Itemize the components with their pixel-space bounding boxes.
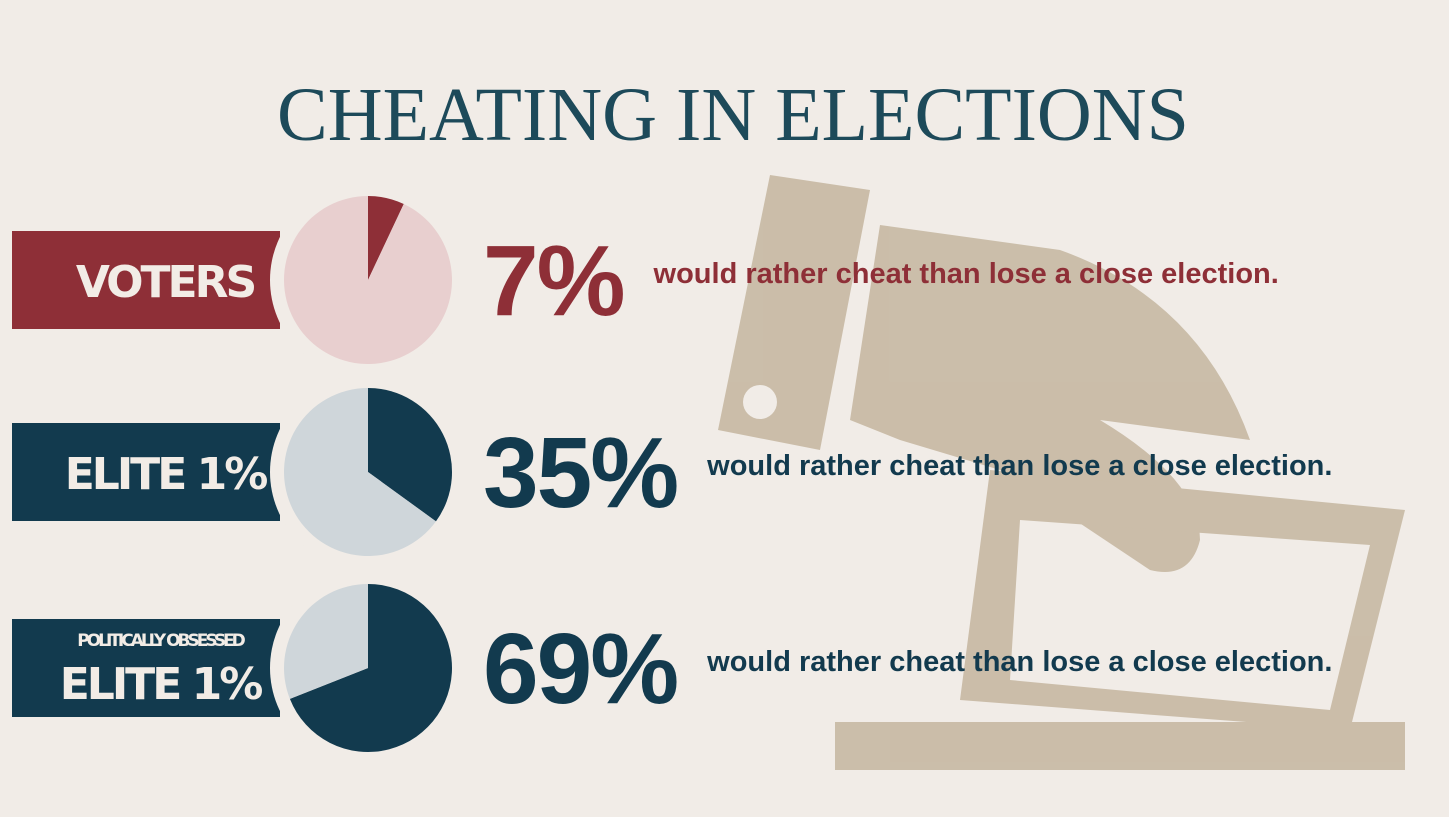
pie-slice: [368, 196, 404, 280]
caption: would rather cheat than lose a close ele…: [706, 646, 1332, 678]
value-label: 69%: [483, 613, 677, 725]
label-band: [12, 423, 280, 521]
band-sublabel: POLITICALLY OBSESSED: [77, 631, 245, 651]
band-label: VOTERS: [76, 257, 255, 308]
title: CHEATING IN ELECTIONS: [277, 73, 1189, 157]
caption: would rather cheat than lose a close ele…: [706, 450, 1332, 482]
pie-slice: [289, 584, 452, 752]
pie-slice: [284, 584, 368, 699]
band-label: ELITE 1%: [60, 659, 262, 710]
value-label: 7%: [483, 225, 624, 337]
label-band: [12, 231, 280, 329]
band-label: ELITE 1%: [65, 449, 267, 500]
pie-slice: [284, 196, 453, 365]
ballot-hand-icon: [718, 175, 1405, 770]
value-label: 35%: [483, 417, 677, 529]
label-band: [12, 619, 280, 717]
pie-slice: [284, 388, 436, 556]
caption: would rather cheat than lose a close ele…: [653, 258, 1279, 290]
pie-slice: [368, 388, 452, 522]
